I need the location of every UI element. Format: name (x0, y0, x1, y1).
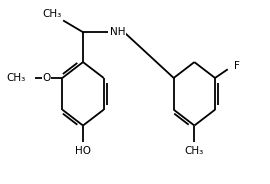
Text: O: O (42, 73, 50, 83)
Text: F: F (234, 61, 240, 71)
Text: HO: HO (75, 146, 91, 156)
Text: NH: NH (110, 27, 125, 37)
Text: CH₃: CH₃ (6, 73, 25, 83)
Text: CH₃: CH₃ (43, 9, 62, 19)
Text: CH₃: CH₃ (185, 146, 204, 156)
